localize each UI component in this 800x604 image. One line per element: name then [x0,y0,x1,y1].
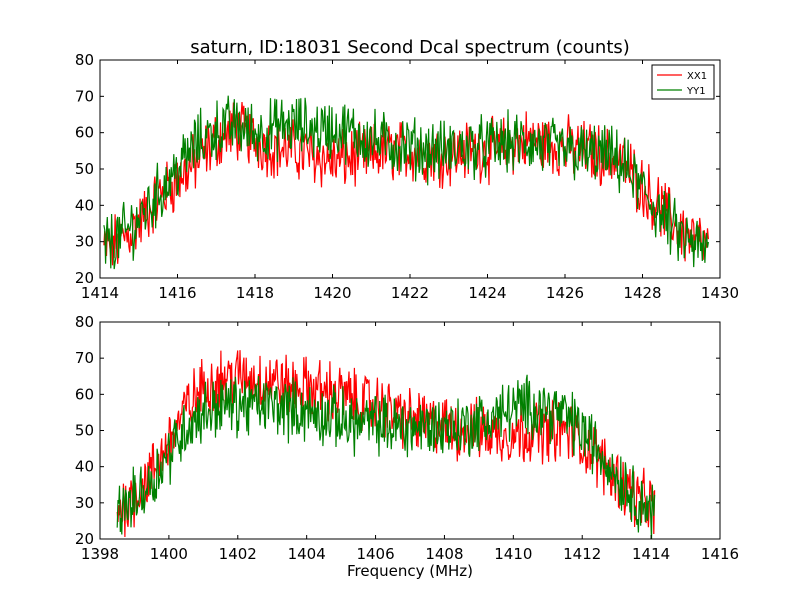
legend-box [651,64,715,100]
x-tick-label: 1424 [468,284,506,302]
x-tick-label: 1406 [356,545,394,563]
x-tick-label: 1410 [494,545,532,563]
x-tick-label: 1404 [288,545,326,563]
y-tick-label: 60 [75,124,94,142]
x-tick-label: 1400 [150,545,188,563]
y-tick-label: 20 [75,530,94,548]
x-tick-label: 1422 [391,284,429,302]
panel-bottom: 1398 1400 1402 1404 1406 1408 1410 1412 1414 1416… [75,313,739,563]
y-tick-label: 20 [75,269,94,287]
y-tick-label: 60 [75,385,94,403]
y-tick-label: 30 [75,233,94,251]
x-tick-label: 1430 [701,284,739,302]
x-axis-label: Frequency (MHz) [347,562,473,580]
y-tick-label: 50 [75,422,94,440]
x-tick-label: 1416 [158,284,196,302]
y-tick-label: 70 [75,87,94,105]
x-tick-label: 1428 [623,284,661,302]
chart-title: saturn, ID:18031 Second Dcal spectrum (c… [190,37,630,58]
x-tick-label: 1412 [563,545,601,563]
y-tick-label: 40 [75,458,94,476]
series-line-yy1 [116,374,656,539]
x-tick-label: 1398 [81,545,119,563]
y-tick-label: 30 [75,494,94,512]
series-group [116,350,656,539]
x-tick-label: 1402 [219,545,257,563]
x-tick-label: 1420 [313,284,351,302]
y-tick-label: 80 [75,51,94,69]
y-tick-label: 80 [75,313,94,331]
x-tick-label: 1426 [546,284,584,302]
y-tick-label: 50 [75,160,94,178]
series-group [103,95,709,270]
panel-top: 1414 1416 1418 1420 1422 1424 1426 1428 1430 20 30… [75,51,739,302]
x-tick-label: 1414 [632,545,670,563]
x-tick-label: 1408 [425,545,463,563]
x-tick-label: 1418 [236,284,274,302]
legend-label-xx1: XX1 [687,71,707,82]
x-tick-label: 1414 [81,284,119,302]
series-line-yy1 [103,95,709,270]
y-tick-label: 70 [75,349,94,367]
y-tick-label: 40 [75,196,94,214]
x-tick-label: 1416 [701,545,739,563]
legend-label-yy1: YY1 [686,86,706,97]
